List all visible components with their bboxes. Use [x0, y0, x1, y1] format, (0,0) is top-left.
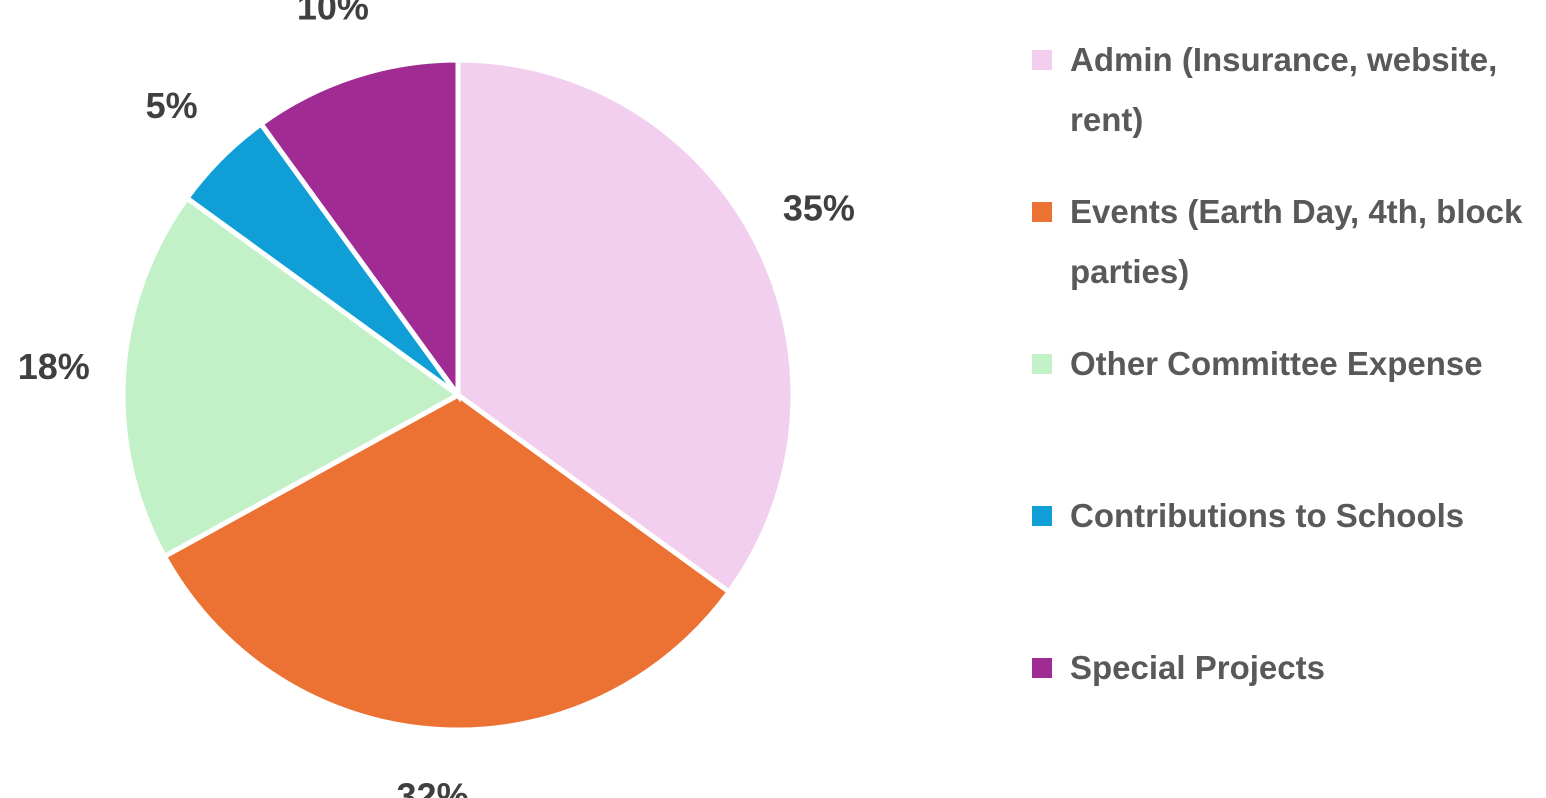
- legend-swatch: [1032, 354, 1052, 374]
- legend-swatch: [1032, 50, 1052, 70]
- data-label: 32%: [397, 776, 469, 798]
- pie-slice: [161, 392, 733, 733]
- legend-swatch: [1032, 202, 1052, 222]
- legend-item: Admin (Insurance, website, rent): [1032, 38, 1544, 150]
- legend-label: Admin (Insurance, website, rent): [1070, 41, 1498, 138]
- legend-item: Events (Earth Day, 4th, block parties): [1032, 190, 1544, 302]
- data-label: 5%: [146, 85, 198, 126]
- pie-slice: [257, 57, 461, 403]
- legend-swatch: [1032, 506, 1052, 526]
- legend-item: Other Committee Expense: [1032, 342, 1544, 394]
- data-label: 18%: [18, 346, 90, 387]
- legend-item: Special Projects: [1032, 646, 1544, 698]
- data-label: 35%: [783, 188, 855, 229]
- legend-label: Special Projects: [1070, 649, 1325, 686]
- legend-item: Contributions to Schools: [1032, 494, 1544, 546]
- pie-slice: [120, 194, 463, 560]
- legend-label: Other Committee Expense: [1070, 345, 1483, 382]
- legend-swatch: [1032, 658, 1052, 678]
- data-label: 10%: [297, 0, 369, 27]
- legend-label: Contributions to Schools: [1070, 497, 1465, 534]
- legend-label: Events (Earth Day, 4th, block parties): [1070, 193, 1523, 290]
- pie-slice: [455, 57, 796, 596]
